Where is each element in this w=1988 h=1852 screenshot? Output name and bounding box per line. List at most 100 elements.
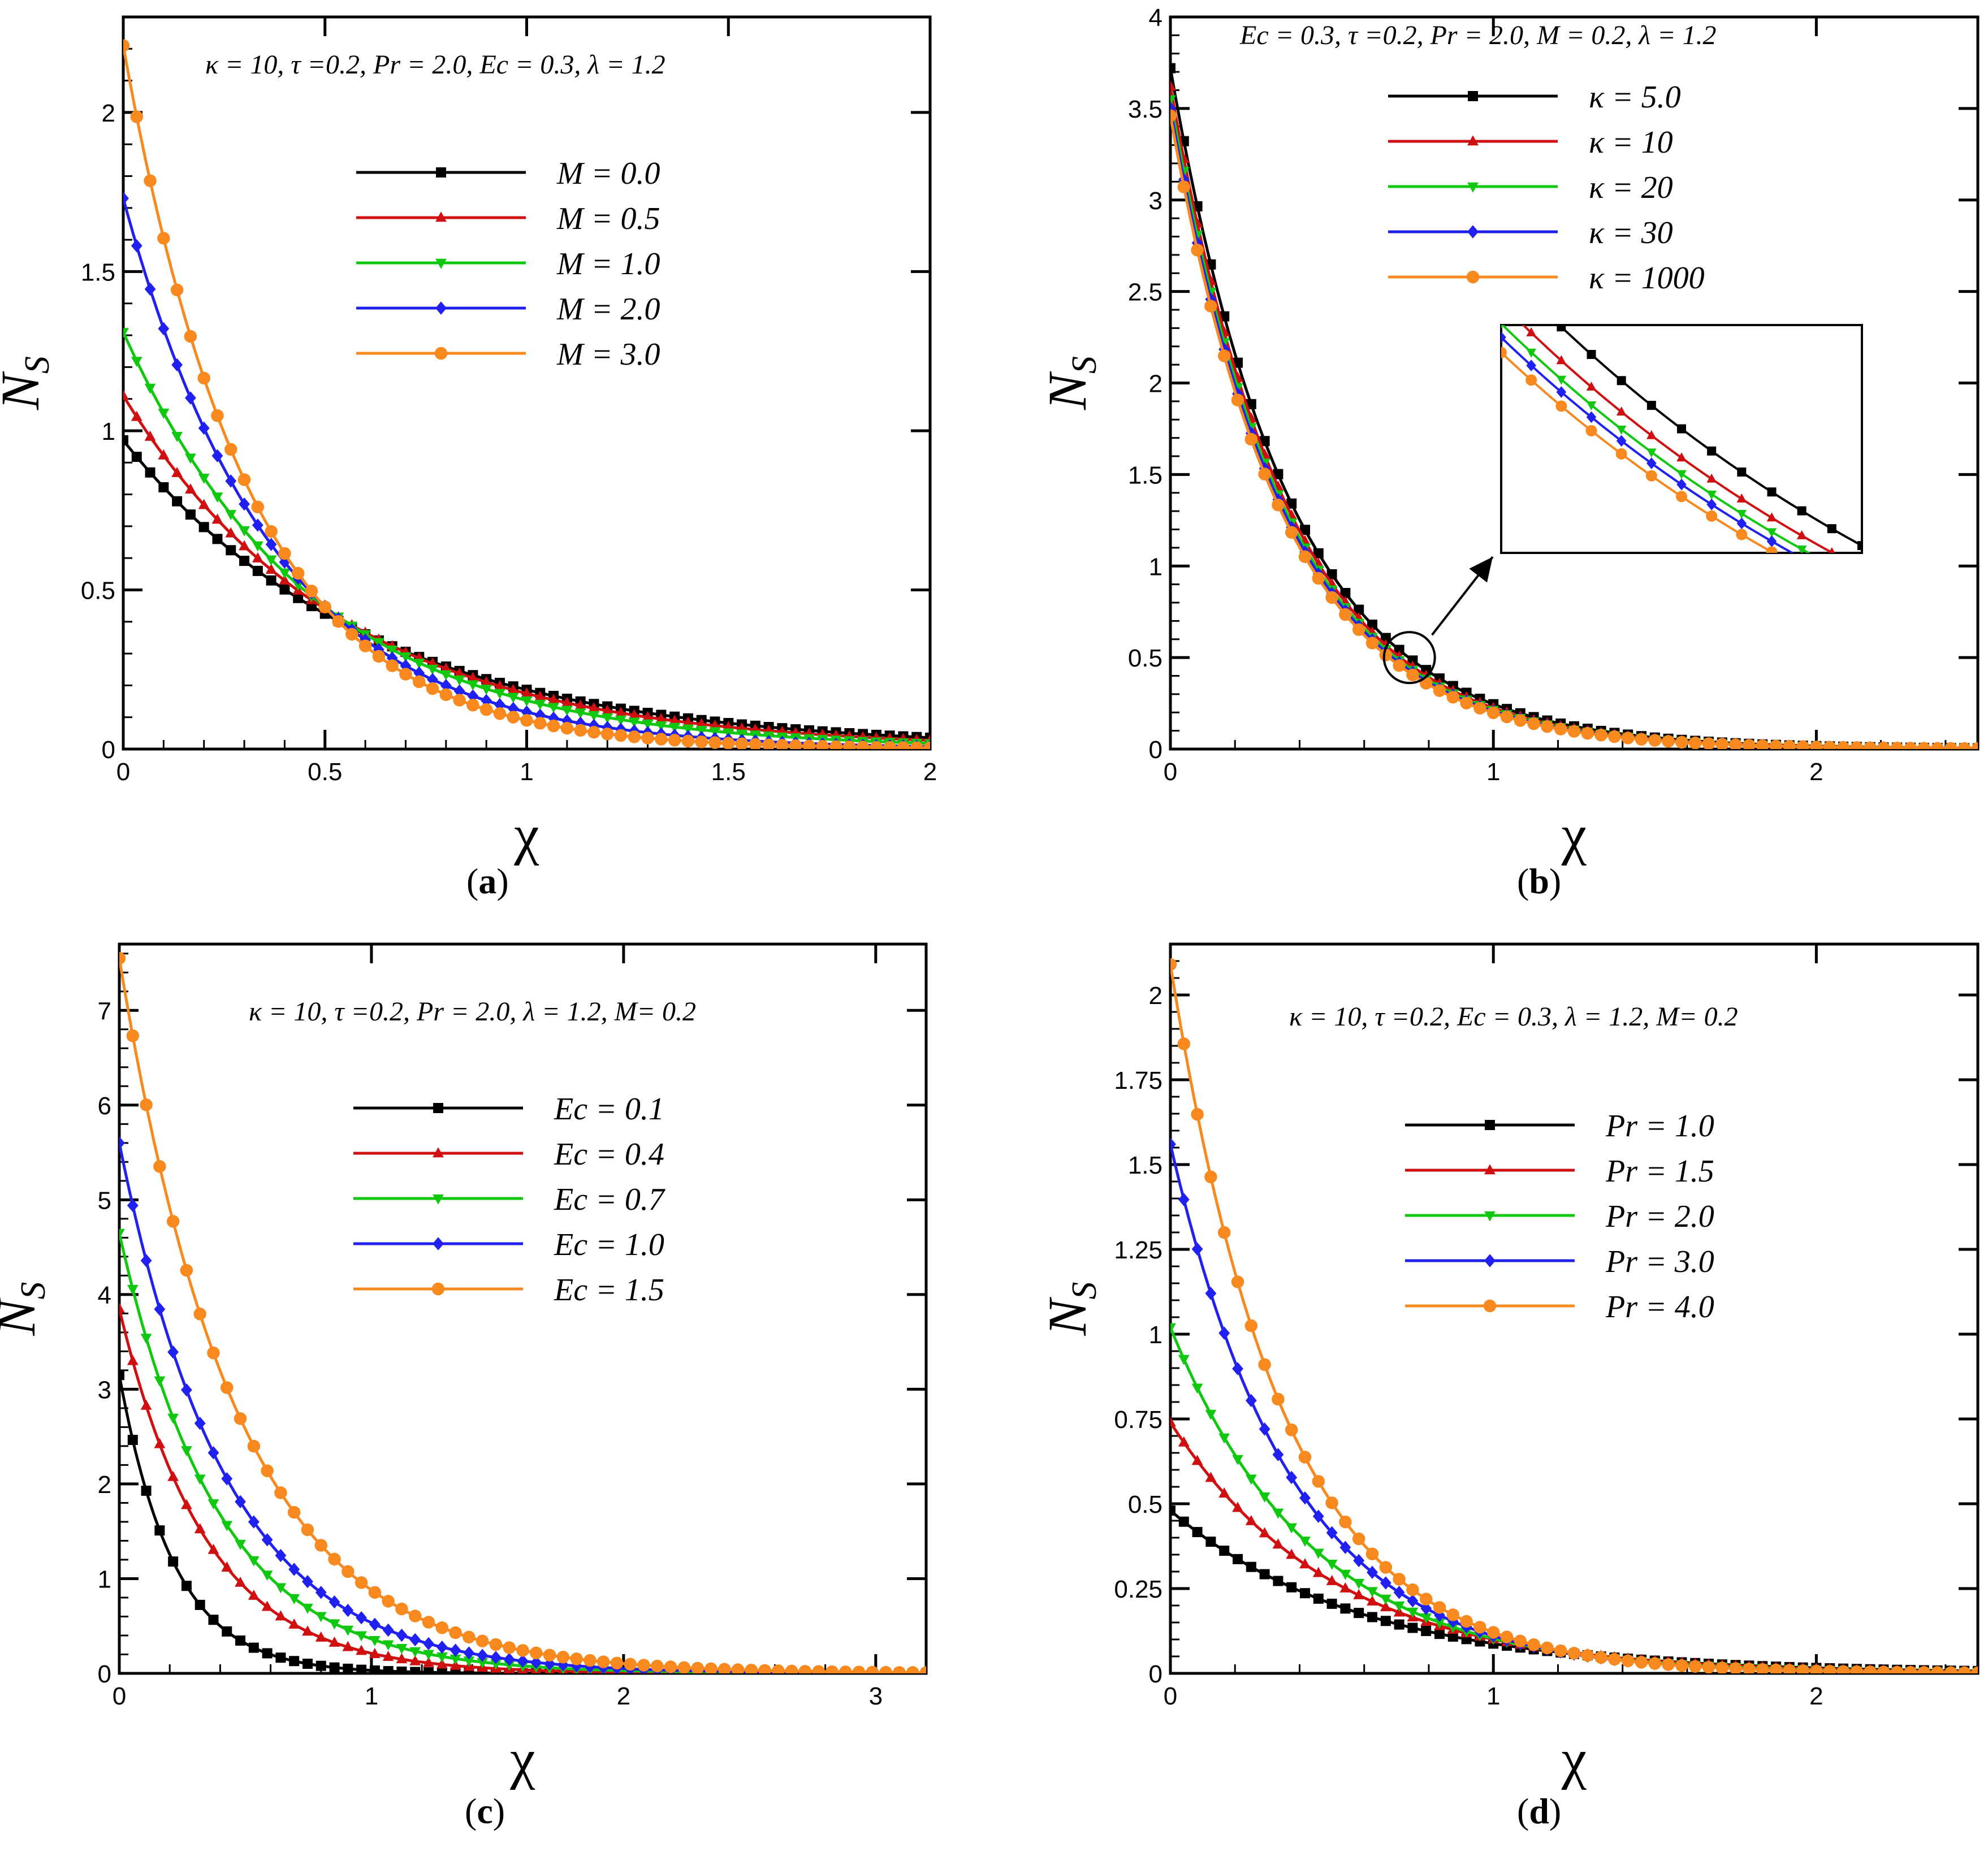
data-point xyxy=(1877,1665,1890,1673)
data-point xyxy=(682,716,694,727)
y-tick-label: 0.5 xyxy=(81,577,115,604)
inset-data-point xyxy=(1557,325,1566,332)
data-point xyxy=(1300,1588,1310,1599)
data-point xyxy=(127,1355,139,1365)
data-point xyxy=(1205,1409,1217,1420)
data-point xyxy=(1447,1623,1459,1634)
data-point xyxy=(1541,720,1554,733)
data-point xyxy=(396,1666,407,1673)
inset-data-point xyxy=(1646,457,1657,469)
data-point xyxy=(181,1581,192,1591)
data-point xyxy=(1635,1656,1648,1669)
data-point xyxy=(503,1652,515,1666)
series-line-triangle-down xyxy=(1170,1327,1978,1673)
data-point xyxy=(1353,1554,1365,1568)
data-point xyxy=(1365,637,1379,650)
inset-data-point xyxy=(1556,355,1567,365)
series-line-circle xyxy=(1170,964,1978,1673)
inset-data-point xyxy=(1737,468,1747,477)
data-point xyxy=(450,1667,461,1673)
data-point xyxy=(481,694,492,707)
y-axis-label: NS xyxy=(1037,1282,1104,1336)
data-point xyxy=(1312,1509,1324,1523)
data-point xyxy=(1326,569,1337,579)
y-tick-label: 0.75 xyxy=(1114,1406,1162,1434)
inset-data-point xyxy=(1827,562,1837,571)
legend-label: Pr = 1.0 xyxy=(1605,1109,1714,1144)
data-point xyxy=(261,1600,273,1611)
data-point xyxy=(1473,702,1486,715)
data-point xyxy=(382,1640,394,1651)
legend-marker xyxy=(1467,225,1479,239)
series-line-diamond xyxy=(119,1143,926,1673)
data-point xyxy=(1285,1423,1298,1436)
data-point xyxy=(400,659,412,673)
data-point xyxy=(123,435,128,445)
legend-marker xyxy=(436,167,446,178)
inset-data-point xyxy=(1616,425,1627,435)
data-point xyxy=(785,1664,798,1673)
legend: Pr = 1.0 Pr = 1.5 Pr = 2.0 Pr = 3.0 Pr = 4.0 xyxy=(1405,1109,1714,1325)
x-tick-label: 3 xyxy=(869,1682,883,1710)
plot-frame xyxy=(122,15,932,751)
y-tick-label: 3 xyxy=(1149,187,1162,215)
data-point xyxy=(437,1667,447,1673)
data-point xyxy=(1259,436,1270,447)
data-point xyxy=(212,534,223,544)
inset-data-point xyxy=(1645,470,1657,482)
data-point xyxy=(1312,572,1325,585)
data-point xyxy=(789,739,802,749)
data-point xyxy=(1339,608,1352,621)
data-point xyxy=(440,678,452,693)
data-point xyxy=(237,473,251,486)
inset-data-point xyxy=(1617,376,1626,386)
x-tick-label: 1 xyxy=(1486,758,1500,786)
data-point xyxy=(399,668,412,681)
y-tick-label: 1.5 xyxy=(1128,461,1162,489)
y-tick-label: 1 xyxy=(1149,553,1162,581)
data-point xyxy=(866,1665,879,1673)
data-point xyxy=(521,687,533,698)
data-point xyxy=(453,675,465,686)
data-point xyxy=(1325,1496,1338,1509)
data-point xyxy=(1407,1607,1419,1618)
data-point xyxy=(208,1499,219,1510)
zoom-circle xyxy=(1382,631,1436,685)
legend-marker xyxy=(1485,1120,1495,1130)
data-point xyxy=(1204,1170,1217,1184)
inset-data-point xyxy=(1706,510,1718,522)
data-point xyxy=(1245,1394,1257,1408)
data-point xyxy=(302,1625,313,1636)
data-point xyxy=(1170,95,1176,106)
data-point xyxy=(1354,1608,1364,1619)
data-point xyxy=(467,680,479,691)
data-point xyxy=(265,564,277,574)
data-point xyxy=(507,683,519,694)
data-point xyxy=(476,1634,489,1648)
data-point xyxy=(289,1656,300,1667)
series-line-triangle-down xyxy=(119,1232,926,1673)
inset-data-point xyxy=(1797,506,1807,516)
data-point xyxy=(1259,1492,1270,1503)
data-point xyxy=(852,1665,866,1673)
data-point xyxy=(412,675,426,689)
x-tick-label: 0 xyxy=(113,1682,126,1710)
data-point xyxy=(1380,1576,1391,1590)
data-point xyxy=(224,443,237,456)
inset-data-point xyxy=(1857,541,1862,551)
legend-label: M = 3.0 xyxy=(556,337,660,372)
data-point xyxy=(185,391,196,405)
y-tick-label: 2 xyxy=(98,1471,111,1499)
data-point xyxy=(883,741,896,749)
data-point xyxy=(158,449,170,460)
data-point xyxy=(1594,1651,1607,1664)
data-point xyxy=(839,1665,852,1673)
inset-data-point xyxy=(1796,563,1808,574)
data-point xyxy=(1648,734,1662,747)
data-point xyxy=(1300,525,1310,535)
data-point xyxy=(1367,1565,1378,1580)
data-point xyxy=(1367,1587,1378,1598)
data-point xyxy=(1890,741,1904,749)
data-point xyxy=(1232,1455,1243,1465)
y-axis-label: NS xyxy=(1037,356,1104,410)
